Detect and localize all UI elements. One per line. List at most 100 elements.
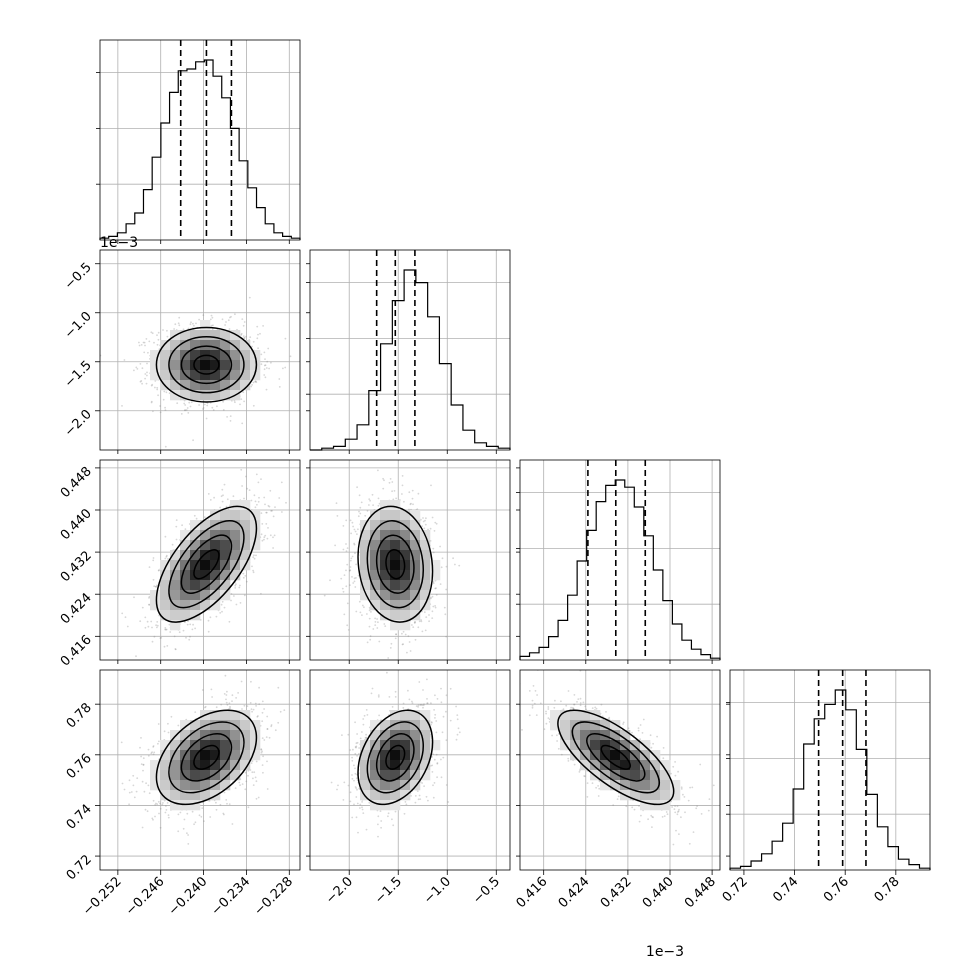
density-cell [170, 560, 181, 571]
sample-point [252, 556, 255, 559]
sample-point [420, 518, 422, 521]
sample-point [141, 606, 144, 609]
sample-point [284, 366, 287, 369]
sample-point [353, 528, 356, 531]
density-cell [200, 330, 211, 341]
sample-point [424, 523, 427, 526]
density-cell [220, 540, 231, 551]
sample-point [146, 374, 148, 377]
density-cell [390, 580, 401, 591]
sample-point [223, 483, 226, 486]
sample-point [188, 638, 191, 641]
density-cell [400, 620, 411, 631]
density-cell [380, 560, 391, 571]
sample-point [251, 345, 253, 348]
sample-point [393, 490, 396, 492]
sample-point [174, 648, 177, 651]
sample-point [265, 736, 268, 738]
sample-point [355, 577, 357, 579]
sample-point [164, 535, 167, 538]
sample-point [207, 630, 210, 633]
density-cell [220, 580, 231, 591]
sample-point [257, 333, 259, 336]
density-cell [400, 510, 411, 521]
density-cell [200, 320, 211, 331]
sample-point [398, 668, 400, 670]
density-cell [180, 590, 191, 601]
density-cell [220, 550, 231, 561]
density-cell [400, 580, 411, 591]
density-cell [210, 600, 221, 611]
density-cell [200, 520, 211, 531]
sample-point [402, 630, 405, 633]
sample-point [257, 796, 260, 799]
sample-point [250, 762, 253, 764]
sample-point [203, 820, 205, 822]
sample-point [146, 620, 149, 623]
sample-point [444, 613, 447, 616]
sample-point [203, 403, 206, 406]
sample-point [374, 617, 376, 620]
sample-point [269, 489, 272, 492]
sample-point [219, 506, 222, 509]
sample-point [346, 624, 349, 627]
sample-point [206, 402, 209, 405]
sample-point [430, 596, 432, 599]
sample-point [391, 490, 393, 493]
sample-point [402, 643, 404, 645]
density-cell [200, 340, 211, 351]
sample-point [226, 498, 229, 501]
sample-point [355, 610, 358, 613]
sample-point [256, 325, 259, 328]
density-cell [200, 370, 211, 381]
sample-point [263, 368, 266, 371]
sample-point [249, 336, 252, 339]
sample-point [423, 611, 426, 614]
sample-point [128, 803, 131, 806]
density-cell [410, 530, 421, 541]
density-cell [160, 340, 171, 351]
density-cell [210, 360, 221, 371]
density-cell [220, 390, 231, 401]
sample-point [265, 511, 268, 514]
density-cell [410, 610, 421, 621]
sample-point [148, 340, 151, 343]
sample-point [366, 510, 369, 512]
sample-point [245, 580, 248, 583]
sample-point [348, 569, 351, 572]
sample-point [190, 321, 192, 324]
sample-point [263, 374, 266, 376]
sample-point [272, 515, 275, 518]
sample-point [152, 410, 154, 413]
sample-point [166, 329, 168, 332]
density-cell [370, 590, 381, 601]
sample-point [156, 334, 158, 337]
sample-point [165, 391, 168, 394]
sample-point [225, 505, 228, 508]
density-cell [150, 350, 161, 361]
sample-point [243, 400, 246, 403]
sample-point [168, 623, 171, 626]
sample-point [162, 398, 165, 401]
density-cell [210, 530, 221, 541]
sample-point [229, 705, 231, 708]
density-cell [360, 550, 371, 561]
density-cell [160, 360, 171, 371]
sample-point [157, 569, 160, 572]
sample-point [157, 338, 160, 341]
sample-point [167, 816, 170, 819]
density-cell [190, 570, 201, 581]
sample-point [431, 516, 434, 519]
sample-point [435, 522, 438, 525]
sample-point [369, 638, 372, 641]
sample-point [207, 619, 210, 622]
density-cell [250, 540, 261, 551]
sample-point [215, 615, 218, 618]
sample-point [240, 680, 243, 683]
sample-point [164, 406, 167, 409]
density-cell [190, 390, 201, 401]
density-cell [220, 350, 231, 361]
density-cell [250, 520, 261, 531]
density-cell [380, 570, 391, 581]
sample-point [144, 616, 147, 619]
